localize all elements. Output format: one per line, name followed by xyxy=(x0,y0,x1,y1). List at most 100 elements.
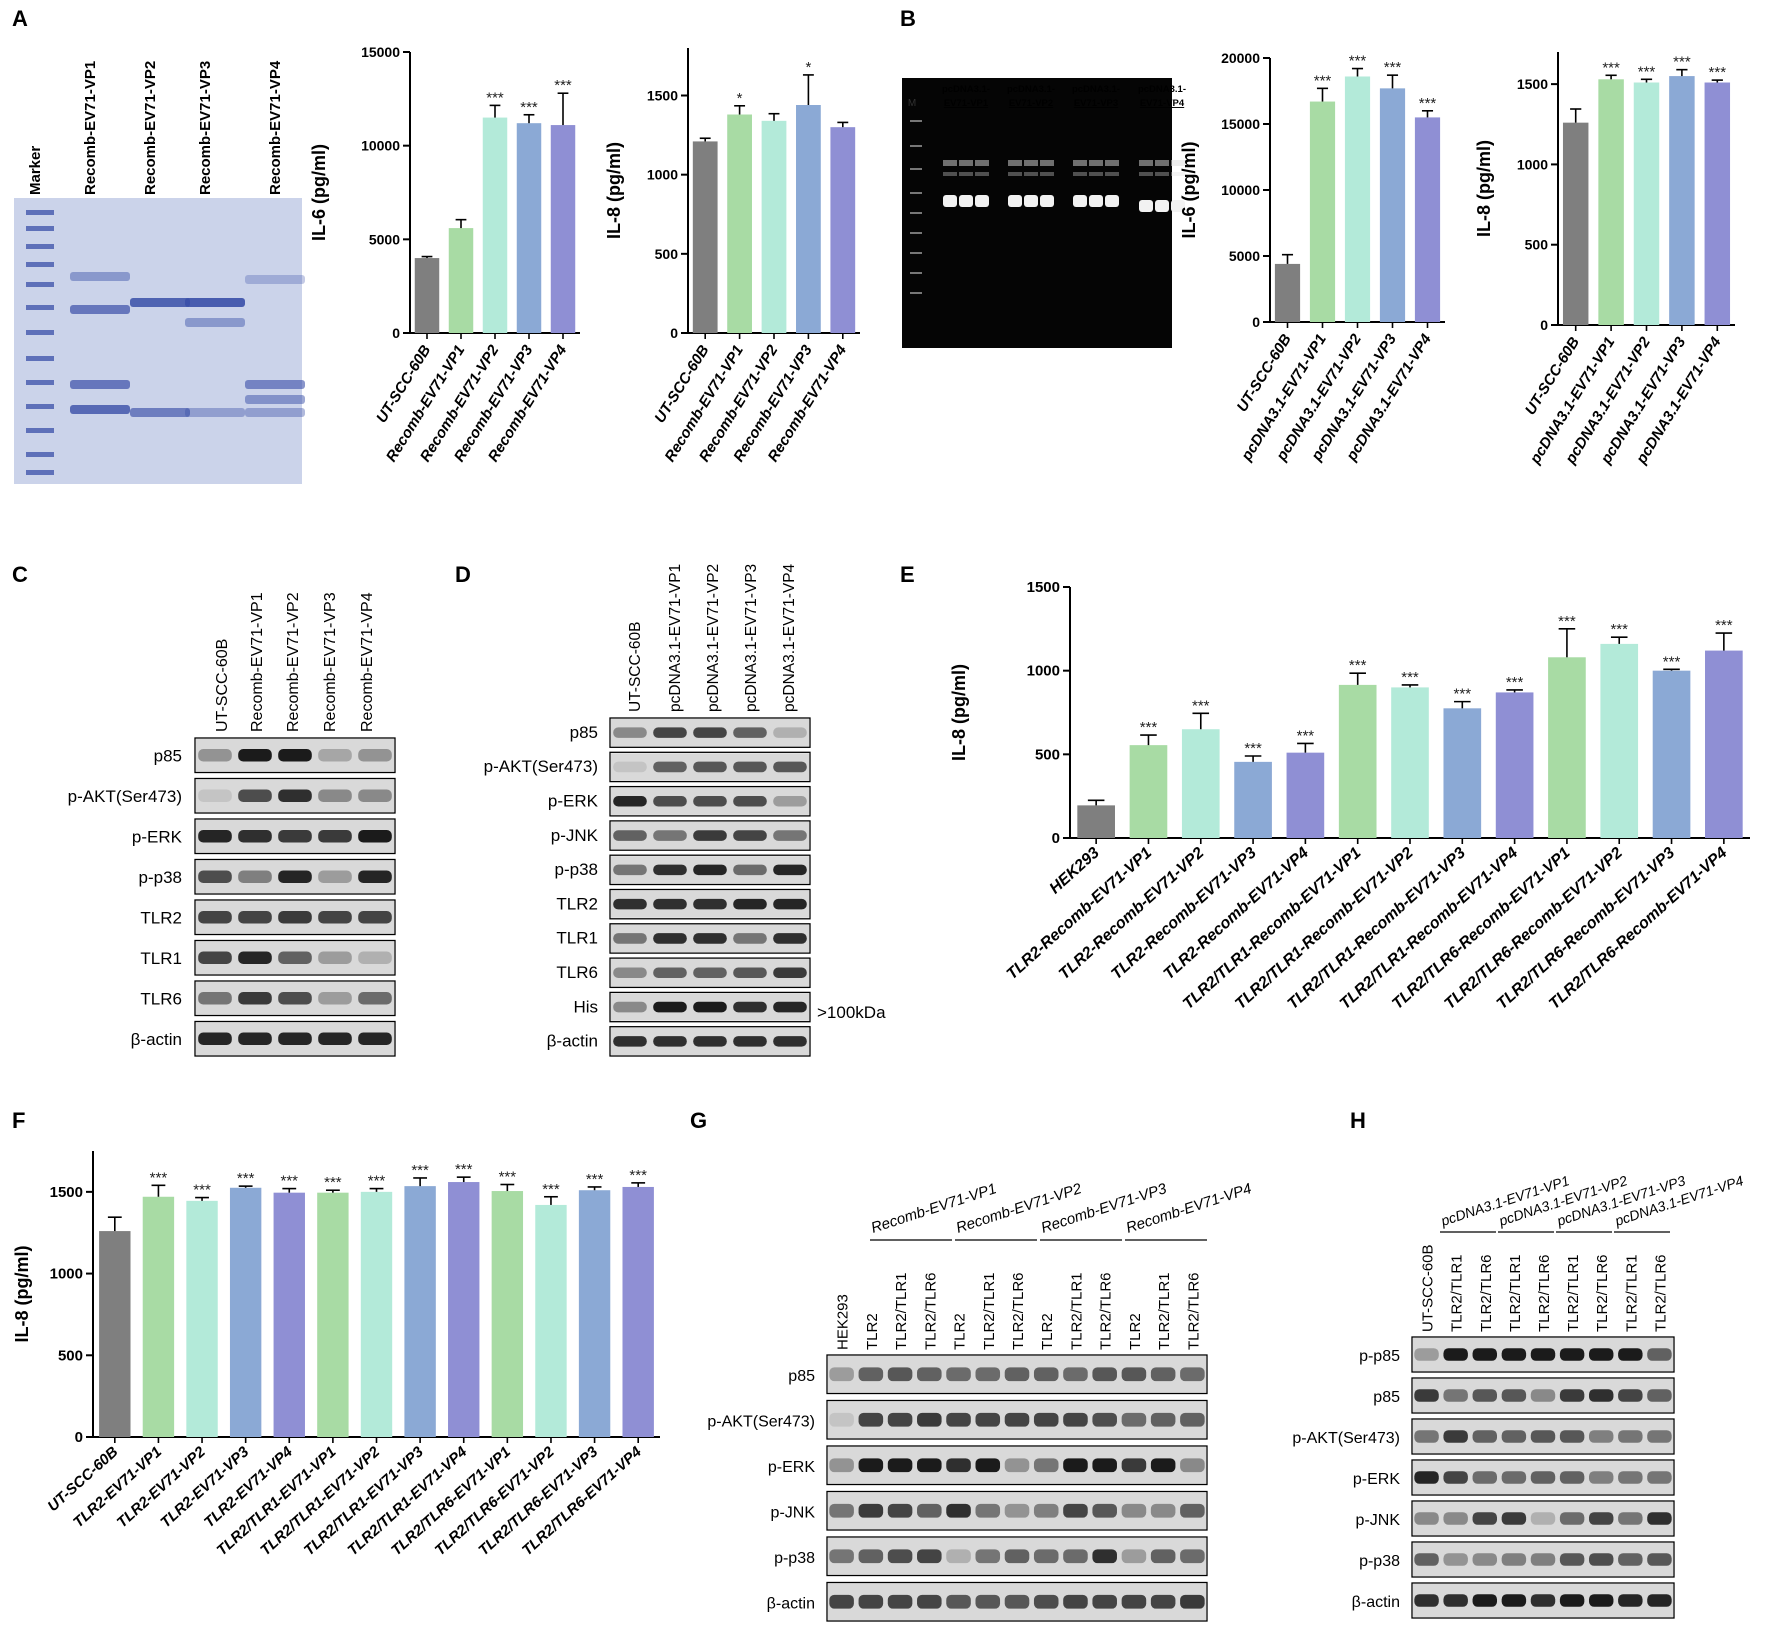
y-tick-label: 500 xyxy=(1035,746,1060,763)
blot-c-lane-label: Recomb-EV71-VP4 xyxy=(359,592,376,732)
blot-band xyxy=(946,1367,971,1382)
blot-band xyxy=(733,830,767,841)
blot-band xyxy=(278,870,312,883)
blot-band xyxy=(1559,1553,1585,1566)
gel-a-marker-band xyxy=(26,404,54,409)
blot-row-label: β-actin xyxy=(547,1032,598,1051)
y-axis-label: IL-8 (pg/ml) xyxy=(604,142,624,239)
blot-band xyxy=(829,1412,854,1427)
gel-b-faint-band xyxy=(1008,160,1022,166)
gel-b-main-band xyxy=(1089,195,1103,207)
y-tick-label: 0 xyxy=(1052,830,1060,847)
bar xyxy=(1705,650,1743,838)
y-tick-label: 500 xyxy=(1525,237,1549,253)
bar xyxy=(448,1182,480,1437)
blot-d-lane-label: UT-SCC-60B xyxy=(627,622,644,712)
gel-a-marker-band xyxy=(26,380,54,385)
y-tick-label: 5000 xyxy=(369,231,400,247)
blot-band xyxy=(693,1001,727,1013)
bar xyxy=(1443,708,1482,838)
blot-band xyxy=(1501,1389,1527,1402)
gel-b-faint-band xyxy=(1024,160,1038,166)
blot-band xyxy=(693,967,727,979)
blot-band xyxy=(773,1001,807,1013)
blot-band xyxy=(887,1412,913,1427)
blot-band xyxy=(613,761,647,773)
blot-h-lane-label: UT-SCC-60B xyxy=(1420,1244,1437,1332)
blot-band xyxy=(1472,1553,1498,1566)
gel-a-marker-band xyxy=(26,210,54,215)
blot-band xyxy=(1063,1367,1088,1382)
blot-band xyxy=(1618,1471,1643,1484)
blot-band xyxy=(318,830,352,843)
blot-band xyxy=(613,864,647,876)
gel-a-sample-band xyxy=(245,275,305,284)
blot-band xyxy=(975,1549,1001,1564)
significance-label: *** xyxy=(1673,54,1691,71)
blot-band xyxy=(1180,1367,1205,1382)
significance-label: *** xyxy=(1140,719,1158,736)
blot-band xyxy=(1647,1512,1672,1525)
blot-band xyxy=(773,967,807,979)
blot-band xyxy=(1150,1412,1176,1427)
blot-g-lane-label: HEK293 xyxy=(835,1294,852,1350)
bar xyxy=(273,1192,305,1437)
blot-band xyxy=(693,795,727,807)
blot-band xyxy=(1443,1389,1468,1402)
blot-band xyxy=(653,761,687,773)
blot-band xyxy=(1121,1503,1147,1518)
blot-band xyxy=(653,727,687,738)
bar xyxy=(1414,117,1441,323)
blot-band xyxy=(613,1036,647,1047)
blot-band xyxy=(1588,1512,1614,1525)
bar xyxy=(186,1200,218,1437)
significance-label: *** xyxy=(1314,72,1332,89)
blot-band xyxy=(1033,1503,1059,1518)
blot-row-label: p85 xyxy=(154,746,182,765)
y-tick-label: 20000 xyxy=(1221,50,1260,66)
blot-row-label: p-p38 xyxy=(139,868,182,887)
blot-h: p-p85 p85 p-AKT(Ser473) p-ERK p-JNK p-p38 β-ac… xyxy=(1292,1172,1745,1619)
blot-row-label: TLR2 xyxy=(140,908,182,927)
gel-a-lane-label: Recomb-EV71-VP1 xyxy=(82,61,99,195)
gel-b-faint-band xyxy=(1105,172,1119,176)
blot-band xyxy=(1414,1594,1439,1607)
gel-a-sample-band xyxy=(130,408,190,417)
blot-band xyxy=(1530,1389,1556,1402)
significance-label: *** xyxy=(1419,95,1437,112)
significance-label: *** xyxy=(1297,727,1315,744)
blot-band xyxy=(733,898,767,910)
blot-band xyxy=(278,830,312,843)
significance-label: *** xyxy=(455,1161,473,1178)
blot-band xyxy=(1004,1458,1030,1473)
significance-label: *** xyxy=(324,1174,342,1191)
blot-band xyxy=(1004,1503,1030,1518)
blot-band xyxy=(198,951,232,964)
blot-band xyxy=(693,761,727,773)
blot-row-label: TLR1 xyxy=(140,949,182,968)
blot-row-label: p-p38 xyxy=(1359,1553,1400,1570)
gel-b-lane-label-line2: EV71-VP3 xyxy=(1074,98,1118,109)
blot-g-lane-label: TLR2/TLR6 xyxy=(922,1272,939,1350)
blot-row-label: p-AKT(Ser473) xyxy=(484,757,598,776)
bar xyxy=(1274,263,1301,322)
blot-band xyxy=(1530,1471,1556,1484)
blot-band xyxy=(1618,1512,1643,1525)
bar xyxy=(317,1192,349,1437)
blot-band xyxy=(773,727,807,738)
gel-b-ladder-band xyxy=(910,232,922,234)
gel-a-sample-band xyxy=(185,318,245,327)
blot-band xyxy=(653,830,687,841)
blot-band xyxy=(1588,1594,1614,1607)
y-tick-label: 0 xyxy=(1252,314,1260,330)
significance-label: *** xyxy=(520,99,538,116)
gel-a-sample-band xyxy=(70,405,130,414)
blot-band xyxy=(1530,1512,1556,1525)
blot-d-lane-label: pcDNA3.1-EV71-VP4 xyxy=(781,563,798,712)
gel-a-sample-band xyxy=(70,272,130,281)
blot-row-label: TLR6 xyxy=(140,989,182,1008)
gel-b-lane-label-line2: EV71-VP2 xyxy=(1009,98,1053,109)
blot-row-label: p-p85 xyxy=(1359,1348,1400,1365)
